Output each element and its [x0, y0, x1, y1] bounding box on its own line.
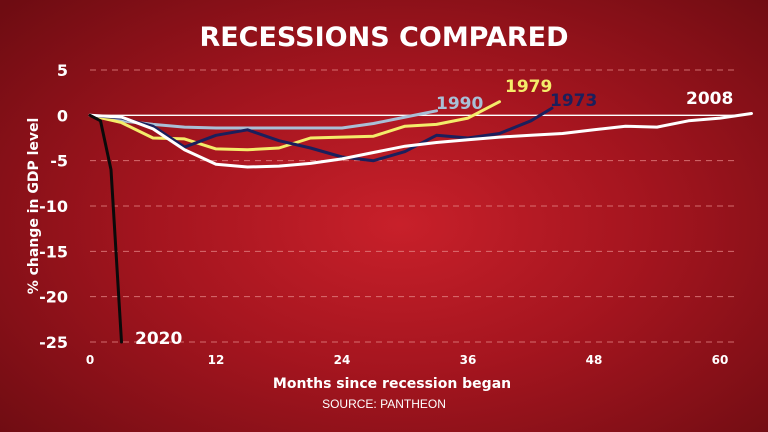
x-tick-label: 60 [712, 353, 729, 367]
series-line-2020 [88, 113, 123, 344]
series-label-1973: 1973 [550, 91, 597, 111]
y-tick-label: -10 [39, 197, 68, 216]
x-tick-label: 12 [208, 353, 225, 367]
source-note: SOURCE: PANTHEON [322, 397, 446, 411]
x-tick-label: 0 [86, 353, 94, 367]
series-line-1973 [88, 106, 554, 163]
x-tick-label: 36 [460, 353, 477, 367]
y-tick-label: -20 [39, 288, 68, 307]
series-label-2020: 2020 [135, 329, 182, 349]
x-tick-label: 24 [334, 353, 351, 367]
y-tick-label: 5 [57, 61, 68, 80]
series-label-1990: 1990 [436, 94, 483, 114]
series-label-1979: 1979 [505, 77, 552, 97]
y-tick-label: -5 [50, 152, 68, 171]
series-label-2008: 2008 [686, 89, 733, 109]
y-axis-label: % change in GDP level [26, 118, 42, 295]
x-tick-label: 48 [586, 353, 603, 367]
y-tick-label: -25 [39, 333, 68, 352]
x-axis-label: Months since recession began [273, 376, 511, 392]
series-line-2008 [88, 112, 753, 169]
chart-title: RECESSIONS COMPARED [199, 22, 569, 53]
y-tick-label: -15 [39, 242, 68, 261]
y-tick-label: 0 [57, 106, 68, 125]
